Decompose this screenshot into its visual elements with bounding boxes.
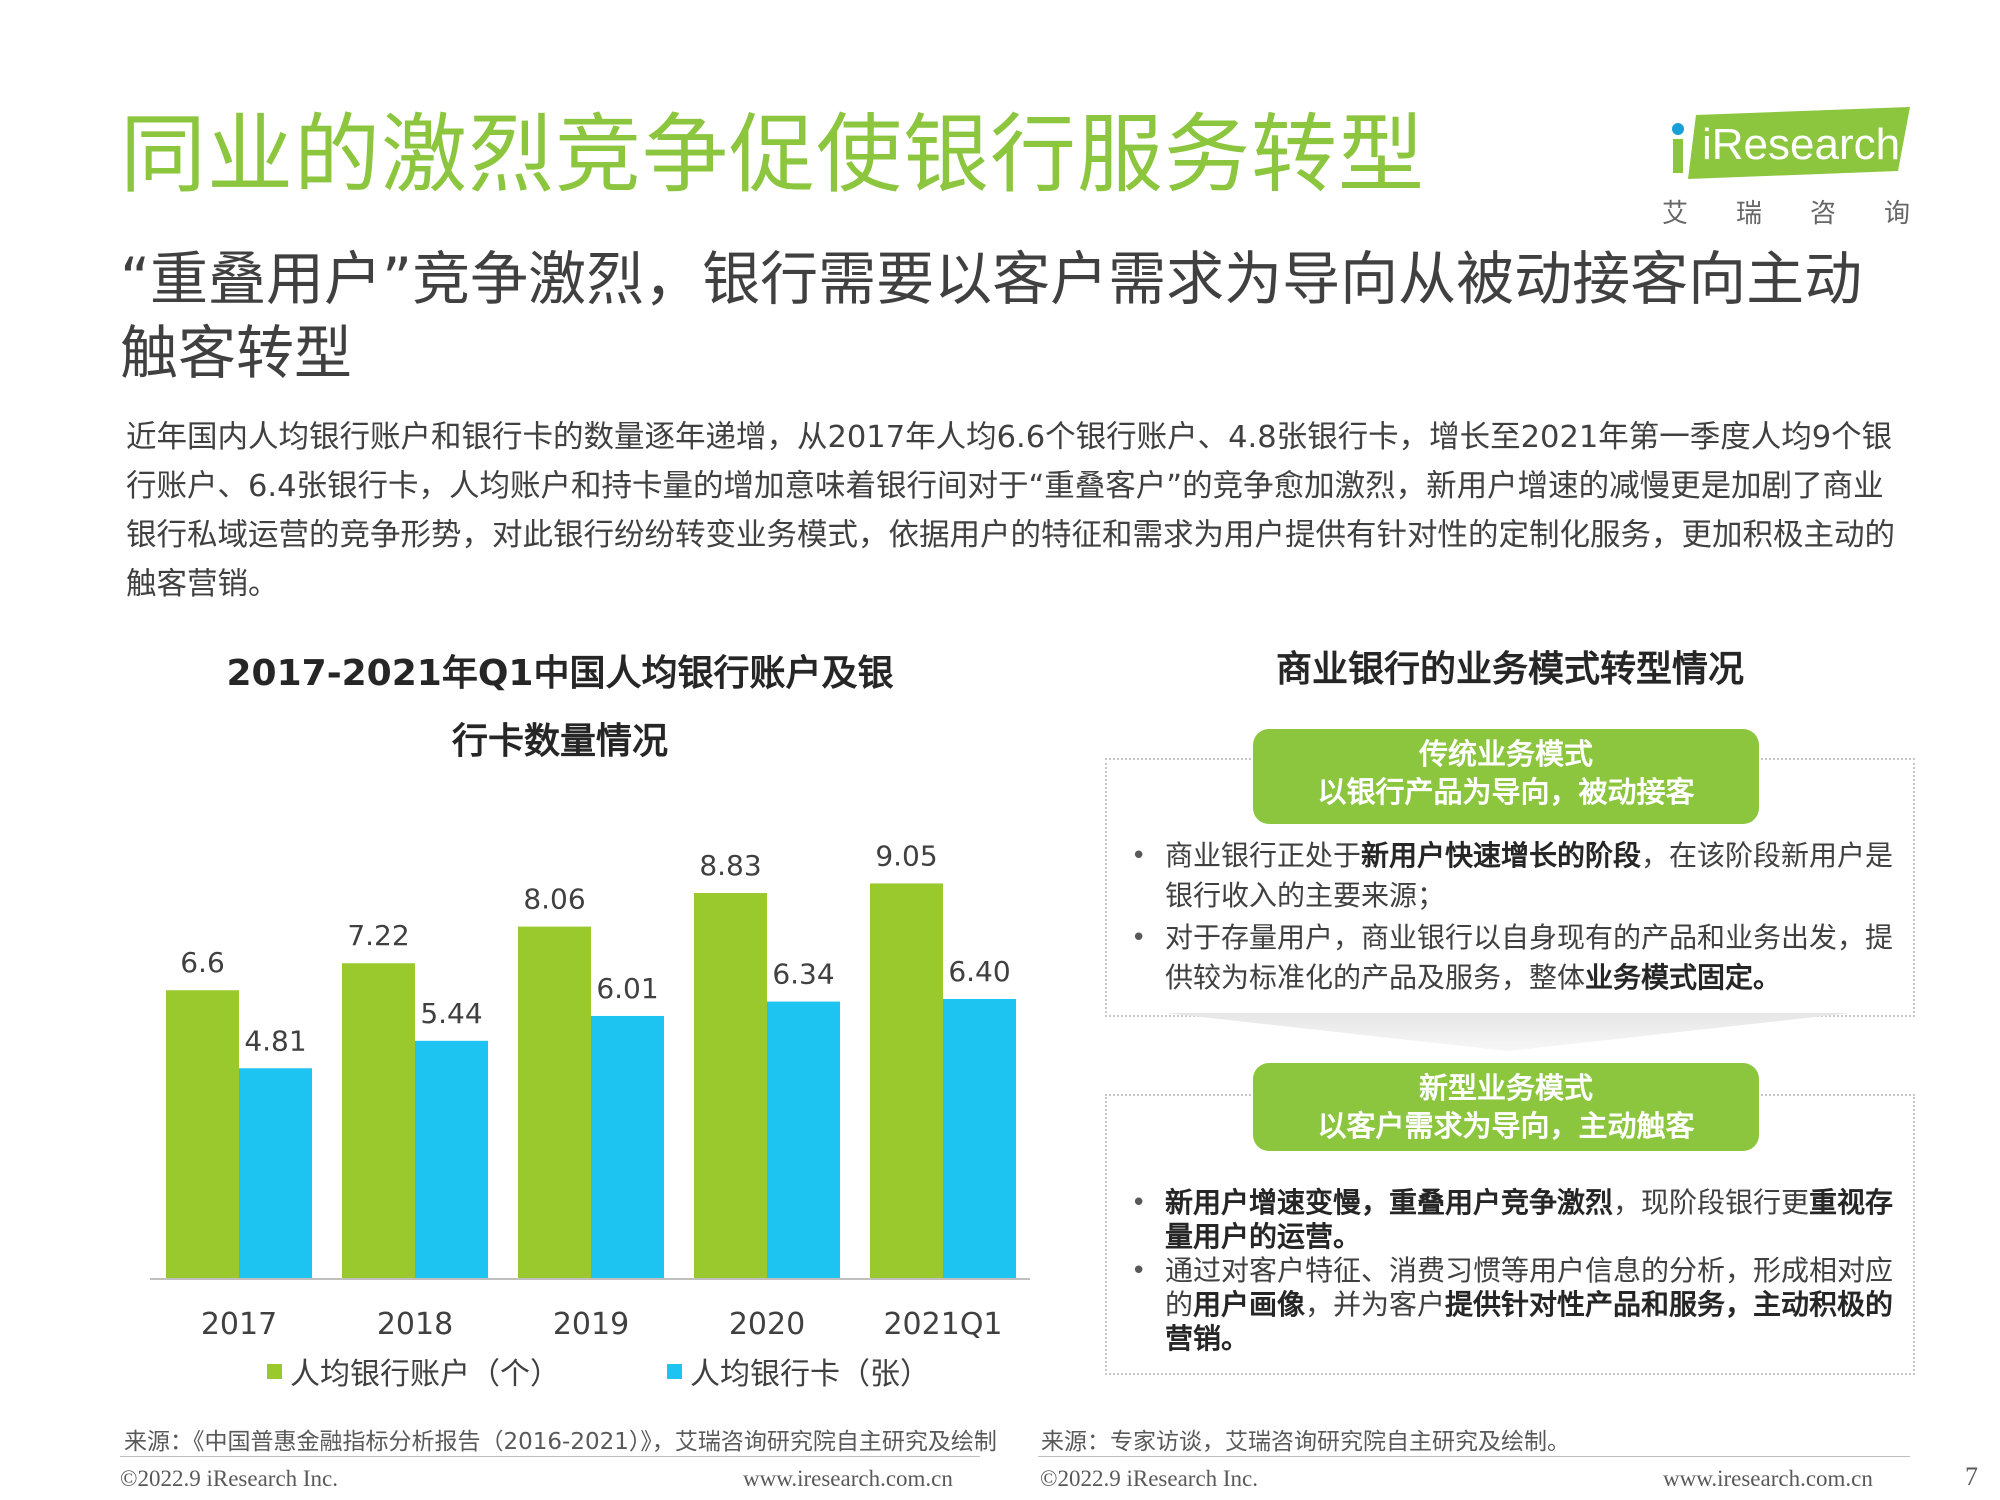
x-tick-label: 2020 <box>729 1307 805 1342</box>
bar-cards-2021Q1 <box>943 998 1016 1278</box>
bar-cards-2017 <box>239 1068 312 1278</box>
bullet-item: • 新用户增速变慢，重叠用户竞争激烈，现阶段银行更重视存量用户的运营。 <box>1131 1186 1894 1253</box>
x-tick-label: 2017 <box>201 1307 277 1342</box>
footer-divider-left <box>120 1456 980 1457</box>
bar-accounts-2020 <box>694 893 767 1278</box>
legend-cards-label: 人均银行卡（张） <box>690 1357 930 1392</box>
data-label: 4.81 <box>244 1024 306 1057</box>
bullet-dot-icon: • <box>1131 1188 1147 1218</box>
logo-subtitle: 艾瑞咨询 <box>1662 199 1910 229</box>
data-label: 8.83 <box>699 849 761 882</box>
bullet-item: • 商业银行正处于新用户快速增长的阶段，在该阶段新用户是银行收入的主要来源； <box>1125 836 1895 916</box>
x-tick-label: 2018 <box>377 1307 453 1342</box>
traditional-model-label: 传统业务模式 以银行产品为导向，被动接客 <box>1253 729 1759 824</box>
copyright-right: ©2022.9 iResearch Inc. <box>1040 1466 1259 1491</box>
footer-divider-right <box>1038 1456 1910 1457</box>
intro-paragraph: 近年国内人均银行账户和银行卡的数量逐年递增，从2017年人均6.6个银行账户、4… <box>126 420 1895 602</box>
chart-title: 2017-2021年Q1中国人均银行账户及银 行卡数量情况 <box>226 653 894 762</box>
legend-accounts-swatch <box>267 1363 282 1379</box>
data-label: 6.40 <box>948 955 1010 988</box>
bar-accounts-2018 <box>342 963 415 1278</box>
data-label: 6.01 <box>596 972 658 1005</box>
legend-accounts: 人均银行账户（个） <box>267 1349 560 1393</box>
bullet-dot-icon: • <box>1131 1256 1147 1286</box>
bar-chart: 6.6 4.81 2017 7.22 5.44 2018 8.06 6.01 2019 8.83 6… <box>150 839 1030 1342</box>
page-title: 同业的激烈竞争促使银行服务转型 <box>120 105 1425 205</box>
page-subtitle: “重叠用户”竞争激烈，银行需要以客户需求为导向从被动接客向主动触客转型 <box>120 245 1863 387</box>
data-label: 6.6 <box>180 946 225 979</box>
data-label: 7.22 <box>347 919 409 952</box>
new-model-label: 新型业务模式 以客户需求为导向，主动触客 <box>1253 1063 1759 1151</box>
logo-text: iResearch <box>1702 120 1900 169</box>
x-tick-label: 2021Q1 <box>883 1307 1002 1342</box>
bar-accounts-2021Q1 <box>870 883 943 1278</box>
bullet-item: • 通过对客户特征、消费习惯等用户信息的分析，形成相对应的用户画像，并为客户提供… <box>1131 1254 1894 1355</box>
copyright-left: ©2022.9 iResearch Inc. <box>120 1466 339 1491</box>
bullet-item: • 对于存量用户，商业银行以自身现有的产品和业务出发，提供较为标准化的产品及服务… <box>1125 918 1895 998</box>
website-link-left[interactable]: www.iresearch.com.cn <box>743 1466 953 1491</box>
bullet-dot-icon: • <box>1131 923 1147 953</box>
right-panel-title: 商业银行的业务模式转型情况 <box>1275 649 1744 690</box>
transition-arrow <box>1165 1013 1851 1051</box>
data-label: 9.05 <box>875 839 937 872</box>
source-note-right: 来源：专家访谈，艾瑞咨询研究院自主研究及绘制。 <box>1041 1429 1570 1455</box>
data-label: 5.44 <box>420 997 482 1030</box>
data-label: 8.06 <box>523 883 585 916</box>
x-tick-label: 2019 <box>553 1307 629 1342</box>
legend-accounts-label: 人均银行账户（个） <box>290 1357 560 1392</box>
website-link-right[interactable]: www.iresearch.com.cn <box>1663 1466 1873 1491</box>
bar-cards-2019 <box>591 1015 664 1278</box>
data-label: 6.34 <box>772 958 834 991</box>
legend-cards-swatch <box>667 1363 682 1379</box>
bar-cards-2018 <box>415 1040 488 1278</box>
bar-accounts-2017 <box>166 990 239 1278</box>
page-number: 7 <box>1965 1462 1978 1491</box>
new-model-bullets: • 新用户增速变慢，重叠用户竞争激烈，现阶段银行更重视存量用户的运营。 • 通过… <box>1125 1186 1895 1358</box>
legend-cards: 人均银行卡（张） <box>667 1349 930 1393</box>
iresearch-logo: iResearch <box>1672 107 1910 179</box>
traditional-model-bullets: • 商业银行正处于新用户快速增长的阶段，在该阶段新用户是银行收入的主要来源； •… <box>1125 836 1895 1000</box>
bullet-dot-icon: • <box>1131 841 1147 871</box>
bar-cards-2020 <box>767 1001 840 1278</box>
source-note-left: 来源：《中国普惠金融指标分析报告（2016-2021）》，艾瑞咨询研究院自主研究… <box>124 1429 997 1455</box>
bar-accounts-2019 <box>518 926 591 1278</box>
